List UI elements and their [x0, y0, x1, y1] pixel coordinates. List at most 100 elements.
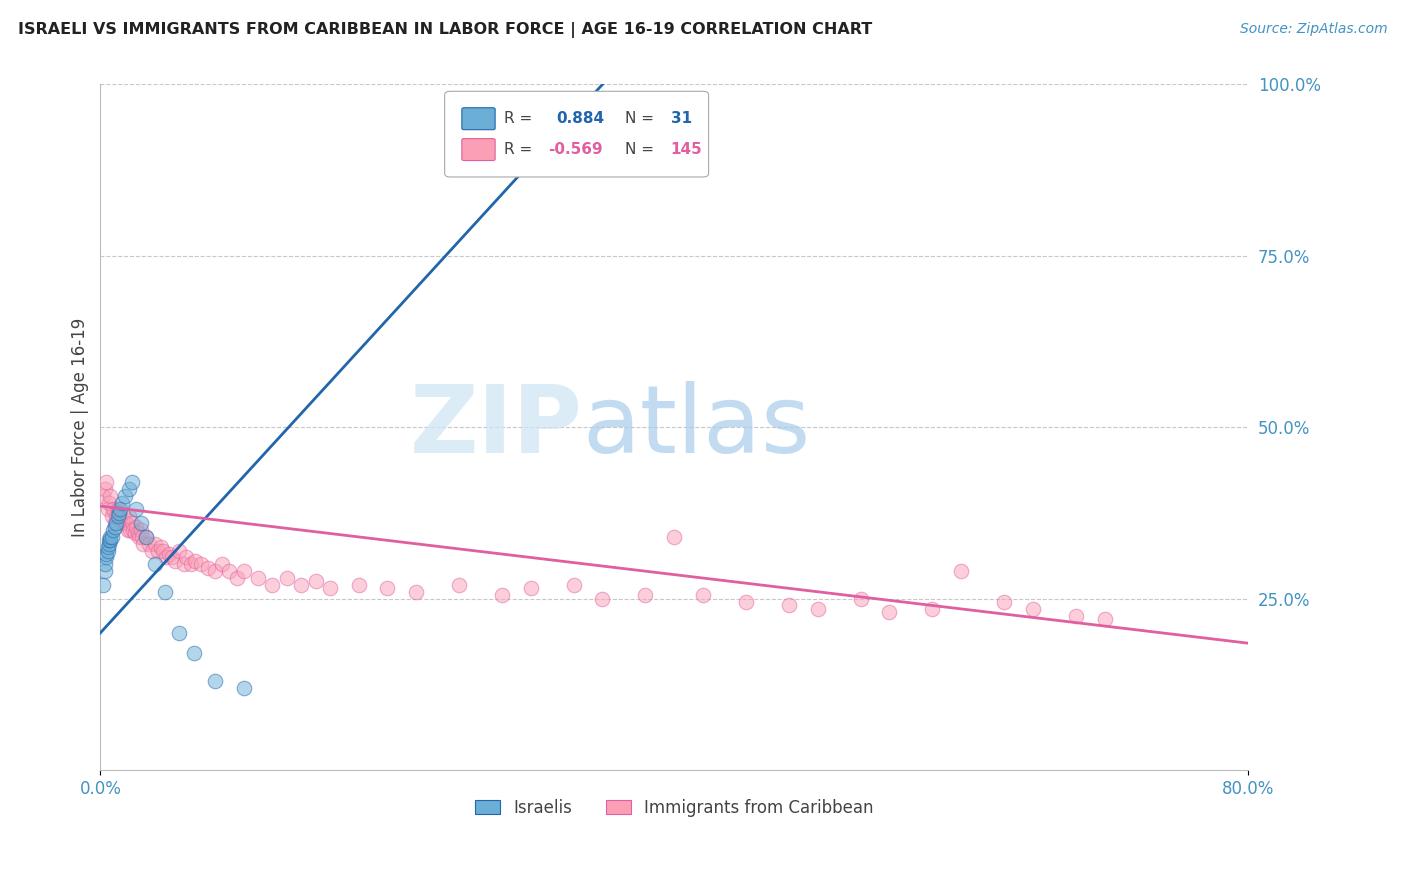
- Point: [100, 530, 122, 544]
- Point: [96, 543, 118, 558]
- Point: [519, 582, 541, 596]
- Point: [96, 502, 118, 516]
- Point: [93, 558, 115, 572]
- Point: [118, 509, 141, 524]
- Point: [93, 564, 115, 578]
- FancyBboxPatch shape: [461, 138, 495, 161]
- Point: [184, 554, 207, 568]
- Point: [146, 543, 169, 558]
- Point: [105, 509, 128, 524]
- Point: [111, 495, 134, 509]
- Point: [204, 564, 226, 578]
- Point: [447, 578, 470, 592]
- Point: [112, 509, 135, 524]
- Point: [849, 591, 872, 606]
- Point: [128, 530, 150, 544]
- Point: [101, 509, 124, 524]
- Text: ISRAELI VS IMMIGRANTS FROM CARIBBEAN IN LABOR FORCE | AGE 16-19 CORRELATION CHAR: ISRAELI VS IMMIGRANTS FROM CARIBBEAN IN …: [18, 22, 873, 38]
- Point: [149, 540, 172, 554]
- Point: [141, 543, 163, 558]
- Point: [121, 475, 143, 489]
- Point: [1022, 602, 1045, 616]
- Point: [129, 516, 152, 531]
- Point: [232, 564, 254, 578]
- Legend: Israelis, Immigrants from Caribbean: Israelis, Immigrants from Caribbean: [468, 792, 880, 823]
- Text: N =: N =: [624, 142, 654, 157]
- Point: [107, 502, 129, 516]
- Point: [117, 523, 139, 537]
- Point: [114, 489, 136, 503]
- Point: [135, 530, 157, 544]
- Point: [110, 502, 132, 516]
- Point: [591, 591, 613, 606]
- Point: [114, 513, 136, 527]
- Point: [108, 509, 131, 524]
- Point: [104, 516, 127, 531]
- Point: [735, 595, 758, 609]
- Point: [96, 540, 118, 554]
- Point: [107, 509, 129, 524]
- Point: [138, 537, 160, 551]
- Point: [921, 602, 943, 616]
- Text: R =: R =: [505, 142, 533, 157]
- Text: 145: 145: [671, 142, 703, 157]
- Text: R =: R =: [505, 112, 533, 126]
- Point: [290, 578, 312, 592]
- Point: [807, 602, 830, 616]
- Point: [108, 506, 131, 520]
- Point: [135, 530, 157, 544]
- Point: [662, 530, 685, 544]
- Point: [993, 595, 1015, 609]
- Point: [153, 584, 176, 599]
- Y-axis label: In Labor Force | Age 16-19: In Labor Force | Age 16-19: [72, 318, 89, 537]
- Text: 0.884: 0.884: [555, 112, 605, 126]
- Text: -0.569: -0.569: [548, 142, 603, 157]
- Point: [129, 523, 152, 537]
- Point: [218, 564, 240, 578]
- Point: [276, 571, 298, 585]
- Point: [143, 558, 166, 572]
- Point: [562, 578, 585, 592]
- Point: [180, 558, 202, 572]
- Point: [160, 550, 183, 565]
- Point: [778, 599, 800, 613]
- Text: atlas: atlas: [582, 381, 811, 474]
- Point: [262, 578, 284, 592]
- Point: [101, 530, 124, 544]
- FancyBboxPatch shape: [461, 108, 495, 129]
- Point: [94, 550, 117, 565]
- Point: [97, 533, 120, 548]
- Point: [879, 605, 901, 619]
- Point: [232, 681, 254, 695]
- Point: [157, 547, 180, 561]
- Point: [93, 482, 115, 496]
- Point: [125, 519, 148, 533]
- Text: Source: ZipAtlas.com: Source: ZipAtlas.com: [1240, 22, 1388, 37]
- Point: [127, 526, 149, 541]
- Point: [167, 543, 190, 558]
- Point: [131, 530, 153, 544]
- Point: [304, 574, 326, 589]
- Point: [125, 502, 148, 516]
- Point: [103, 502, 125, 516]
- Text: ZIP: ZIP: [409, 381, 582, 474]
- Point: [152, 543, 174, 558]
- Point: [94, 475, 117, 489]
- Point: [211, 558, 233, 572]
- Point: [104, 519, 127, 533]
- Point: [122, 523, 145, 537]
- Point: [950, 564, 973, 578]
- Point: [405, 584, 427, 599]
- Point: [132, 537, 155, 551]
- Point: [491, 588, 513, 602]
- Point: [375, 582, 398, 596]
- Point: [100, 533, 122, 548]
- Point: [347, 578, 370, 592]
- Point: [105, 516, 128, 531]
- Point: [143, 537, 166, 551]
- Text: 31: 31: [671, 112, 692, 126]
- Point: [225, 571, 247, 585]
- Point: [118, 482, 141, 496]
- Point: [692, 588, 714, 602]
- Point: [247, 571, 270, 585]
